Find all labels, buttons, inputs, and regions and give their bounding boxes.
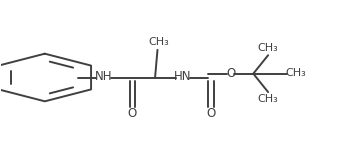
Text: NH: NH bbox=[95, 70, 112, 83]
Text: O: O bbox=[226, 67, 235, 80]
Text: O: O bbox=[206, 107, 216, 120]
Text: O: O bbox=[128, 107, 137, 120]
Text: HN: HN bbox=[174, 70, 191, 83]
Text: CH₃: CH₃ bbox=[257, 94, 278, 104]
Text: CH₃: CH₃ bbox=[285, 68, 306, 78]
Text: CH₃: CH₃ bbox=[257, 42, 278, 53]
Text: CH₃: CH₃ bbox=[148, 37, 169, 47]
